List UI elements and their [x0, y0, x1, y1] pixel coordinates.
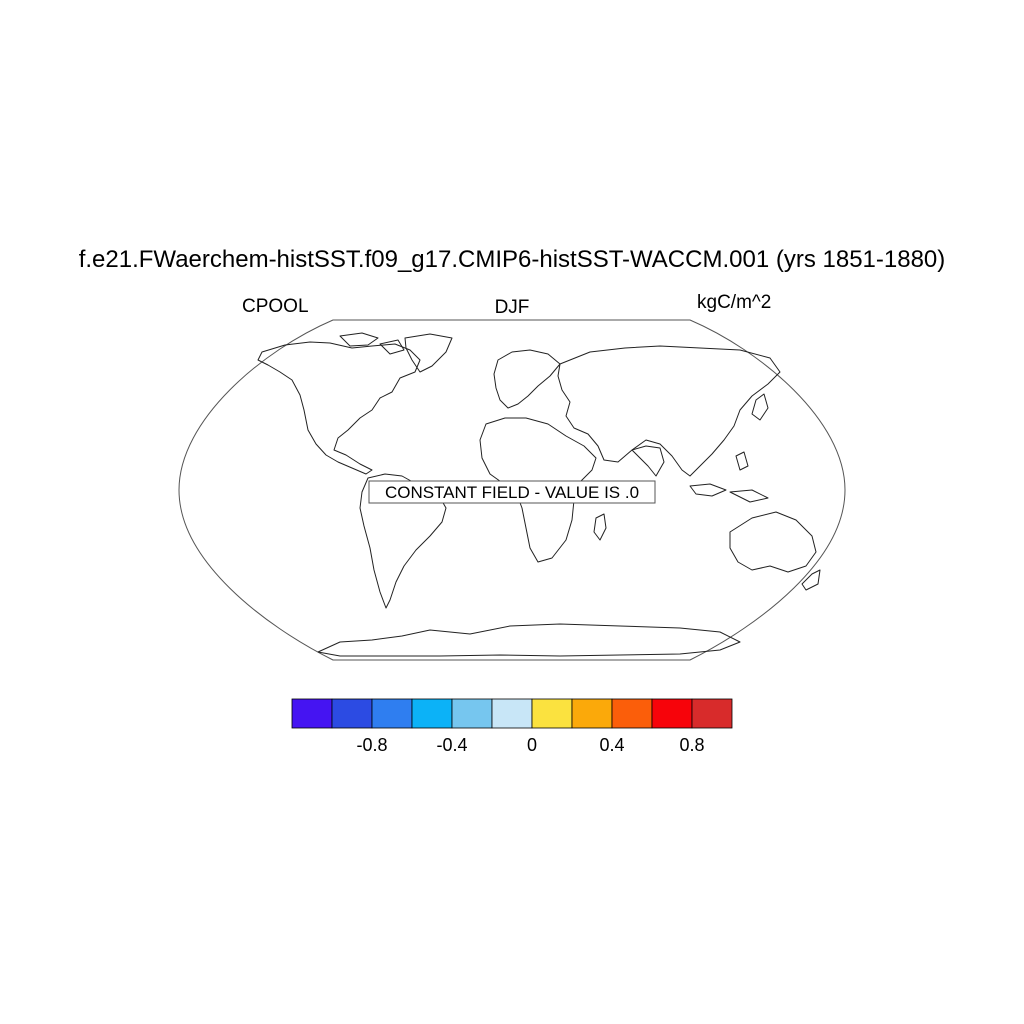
coastline-maritime-asia: [689, 451, 769, 503]
colorbar-tick-label: -0.4: [436, 735, 467, 755]
coastline-antarctica: [317, 623, 741, 657]
season-label: DJF: [494, 297, 530, 318]
coastline-new-zealand: [801, 569, 821, 591]
colorbar-box-3: [411, 698, 453, 729]
plot-title: f.e21.FWaerchem-histSST.f09_g17.CMIP6-hi…: [78, 246, 946, 273]
variable-label: CPOOL: [242, 296, 309, 317]
colorbar-box-9: [651, 698, 693, 729]
colorbar: [291, 698, 733, 729]
colorbar-box-7: [571, 698, 613, 729]
colorbar-box-1: [331, 698, 373, 729]
coastline-india: [631, 445, 665, 477]
colorbar-box-8: [611, 698, 653, 729]
coastline-north-america: [257, 341, 421, 475]
colorbar-tick-label: 0.4: [599, 735, 624, 755]
colorbar-box-0: [291, 698, 333, 729]
coastline-madagascar: [593, 513, 607, 541]
coastline-japan: [751, 393, 769, 421]
colorbar-ticks: -0.8 -0.4 0 0.4 0.8: [356, 735, 704, 755]
colorbar-tick-label: 0.8: [679, 735, 704, 755]
colorbar-box-4: [451, 698, 493, 729]
colorbar-box-5: [491, 698, 533, 729]
coastline-europe: [493, 349, 561, 409]
constant-field-box: [368, 480, 656, 504]
colorbar-tick-label: -0.8: [356, 735, 387, 755]
coastline-asia: [557, 345, 781, 477]
colorbar-tick-label: 0: [527, 735, 537, 755]
units-label: kgC/m^2: [697, 292, 772, 313]
coastline-australia: [729, 511, 817, 573]
coastline-greenland: [404, 333, 453, 373]
coastline-arctic-islands: [339, 332, 405, 355]
colorbar-box-6: [531, 698, 573, 729]
colorbar-box-2: [371, 698, 413, 729]
colorbar-box-10: [691, 698, 733, 729]
constant-field-note: CONSTANT FIELD - VALUE IS .0: [385, 483, 639, 502]
